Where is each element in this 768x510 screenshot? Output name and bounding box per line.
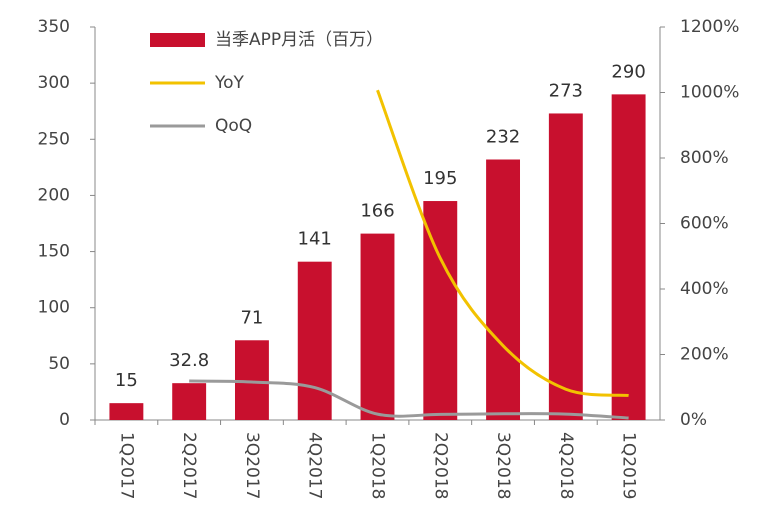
y-tick-label: 50 <box>48 354 70 374</box>
legend-label: 当季APP月活（百万） <box>215 30 383 50</box>
data-label: 71 <box>240 307 263 328</box>
x-tick-label: 2Q2018 <box>430 432 450 499</box>
y2-tick-label: 1200% <box>680 17 739 37</box>
legend-swatch <box>150 33 205 47</box>
y2-tick-label: 1000% <box>680 83 739 103</box>
bar <box>486 159 521 421</box>
bar <box>172 383 207 420</box>
y-tick-label: 250 <box>38 129 70 149</box>
x-tick-label: 3Q2018 <box>493 432 513 499</box>
data-label: 195 <box>423 168 457 189</box>
y-tick-label: 100 <box>38 298 70 318</box>
x-tick-label: 2Q2017 <box>179 432 199 499</box>
data-label: 232 <box>486 126 520 147</box>
bar <box>548 113 583 421</box>
data-label: 141 <box>298 229 332 250</box>
line <box>189 379 629 420</box>
x-tick-label: 3Q2017 <box>242 432 262 499</box>
bar <box>109 403 144 420</box>
y2-tick-label: 400% <box>680 279 729 299</box>
y-tick-label: 300 <box>38 73 70 93</box>
data-label: 290 <box>611 61 645 82</box>
x-tick-label: 1Q2017 <box>116 432 136 499</box>
line <box>376 89 629 397</box>
x-tick-label: 1Q2019 <box>619 432 639 499</box>
data-label: 273 <box>549 80 583 101</box>
bar <box>360 233 395 420</box>
y-tick-label: 150 <box>38 242 70 262</box>
bar <box>611 94 646 420</box>
x-tick-label: 4Q2018 <box>556 432 576 499</box>
y-tick-label: 350 <box>38 17 70 37</box>
x-tick-label: 1Q2018 <box>368 432 388 499</box>
legend-label: QoQ <box>215 116 252 136</box>
data-label: 166 <box>360 201 394 222</box>
y2-tick-label: 200% <box>680 345 729 365</box>
bar <box>297 261 332 420</box>
data-label: 15 <box>115 370 138 391</box>
x-tick-label: 4Q2017 <box>305 432 325 499</box>
y-tick-label: 0 <box>59 410 70 430</box>
y-tick-label: 200 <box>38 185 70 205</box>
legend-label: YoY <box>214 73 245 93</box>
y2-tick-label: 800% <box>680 148 729 168</box>
y2-tick-label: 0% <box>680 410 707 430</box>
y2-tick-label: 600% <box>680 214 729 234</box>
bar <box>423 201 458 420</box>
data-label: 32.8 <box>169 350 209 371</box>
